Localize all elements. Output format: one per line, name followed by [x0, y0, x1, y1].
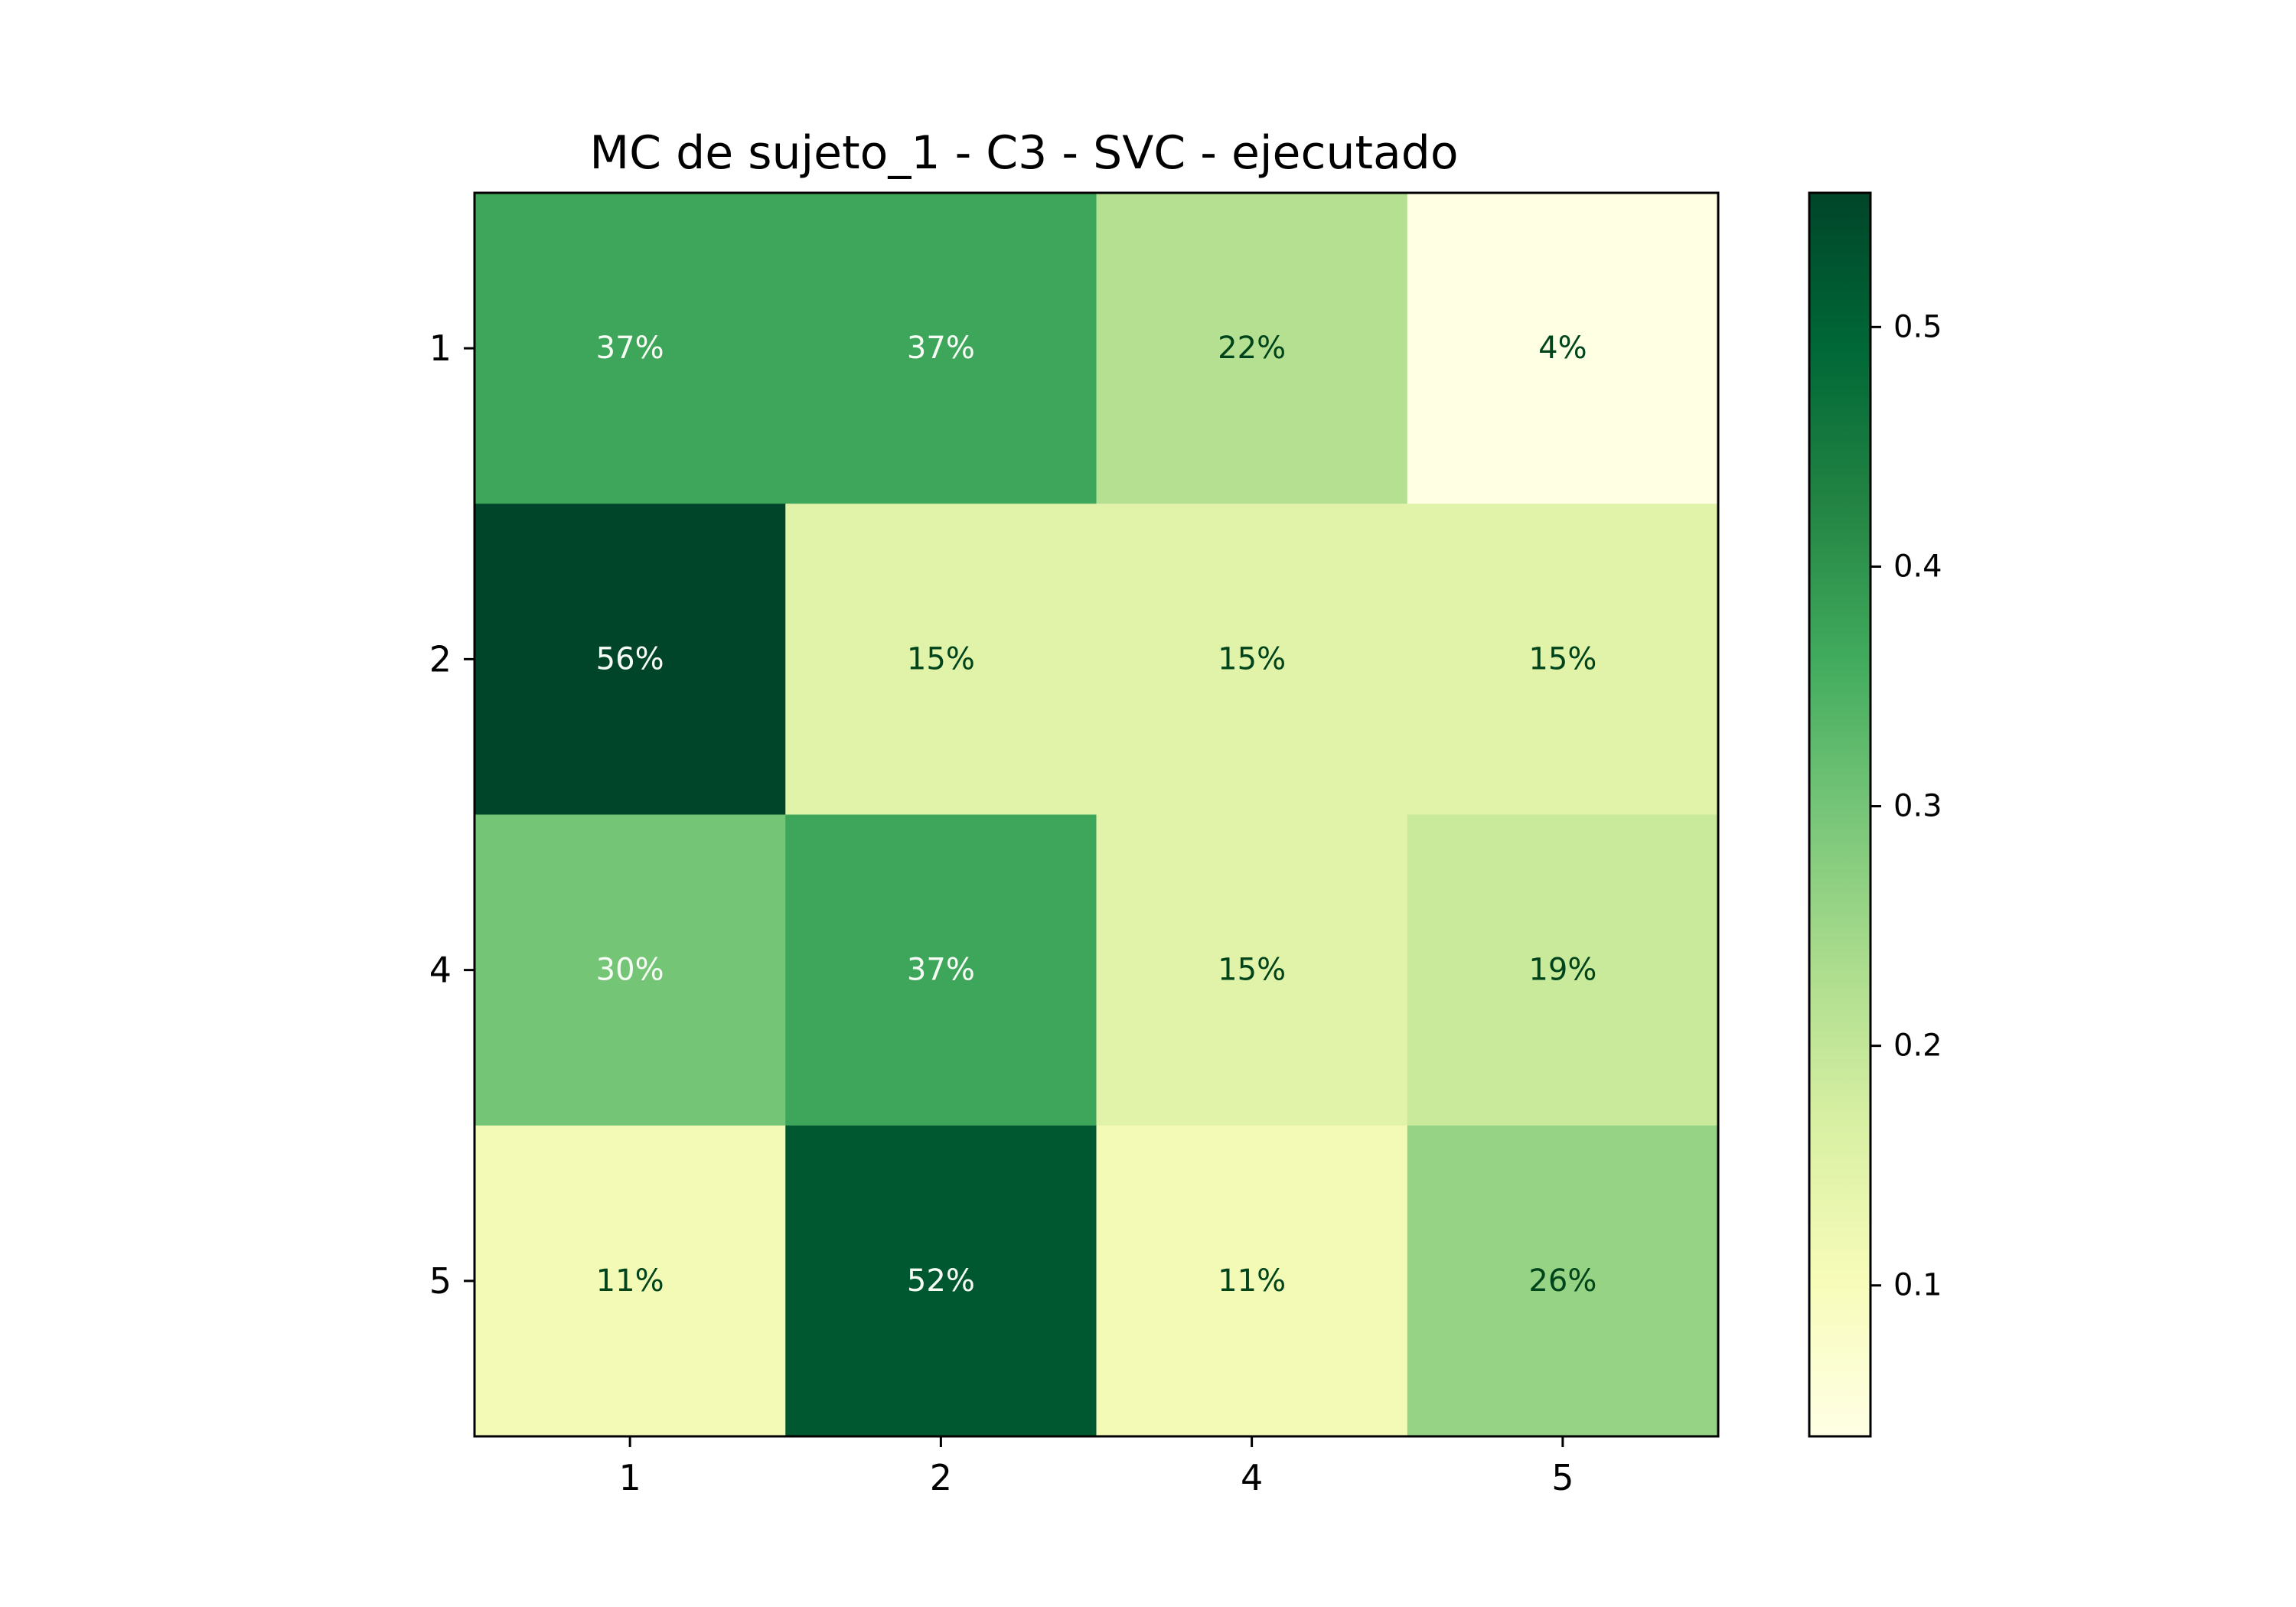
y-tick-label: 1 [429, 328, 452, 369]
y-tick-label: 2 [429, 638, 452, 680]
colorbar-tick-label: 0.2 [1893, 1028, 1942, 1064]
cell-value-label: 15% [1528, 641, 1596, 676]
x-tick-label: 5 [1551, 1457, 1574, 1498]
heatmap-cell [785, 1125, 1097, 1437]
x-tick-label: 4 [1241, 1457, 1263, 1498]
heatmap-cell-labels: 37% 37% 22% 4% 56% 15% 15% 15% 30% 37% 15% 19% 11% 52… [596, 331, 1597, 1299]
heatmap-cell [475, 1125, 786, 1437]
cell-value-label: 4% [1538, 331, 1587, 366]
chart-title: MC de sujeto_1 - C3 - SVC - ejecutado [589, 126, 1458, 180]
x-axis: 1 2 4 5 [618, 1436, 1574, 1498]
colorbar-tick-label: 0.1 [1893, 1268, 1942, 1303]
heatmap-cell [1407, 1125, 1719, 1437]
cell-value-label: 37% [907, 953, 975, 988]
heatmap-cell [1096, 1125, 1408, 1437]
heatmap-cell [785, 193, 1097, 504]
cell-value-label: 19% [1528, 953, 1596, 988]
heatmap-cell [785, 504, 1097, 815]
cell-value-label: 15% [1218, 953, 1286, 988]
cell-value-label: 15% [907, 641, 975, 676]
heatmap-cell [475, 814, 786, 1126]
cell-value-label: 11% [1218, 1263, 1286, 1299]
heatmap-cell [1096, 193, 1408, 504]
heatmap-cell [475, 193, 786, 504]
heatmap-cell [1407, 504, 1719, 815]
colorbar-tick-label: 0.4 [1893, 549, 1942, 584]
x-tick-label: 2 [930, 1457, 952, 1498]
cell-value-label: 52% [907, 1263, 975, 1299]
heatmap-cell [475, 504, 786, 815]
heatmap-cell [1096, 504, 1408, 815]
heatmap-cell [1096, 814, 1408, 1126]
plot-frame [473, 191, 1720, 1438]
colorbar: 0.1 0.2 0.3 0.4 0.5 [1808, 191, 1942, 1438]
y-tick-label: 5 [429, 1260, 452, 1302]
cell-value-label: 30% [596, 953, 664, 988]
y-tick-label: 4 [429, 950, 452, 991]
colorbar-gradient [1808, 191, 1872, 1438]
cell-value-label: 15% [1218, 641, 1286, 676]
heatmap-cell [1407, 814, 1719, 1126]
heatmap-cell [1407, 193, 1719, 504]
colorbar-tick-label: 0.3 [1893, 789, 1942, 824]
cell-value-label: 37% [596, 331, 664, 366]
heatmap-cells [475, 193, 1719, 1437]
cell-value-label: 11% [596, 1263, 664, 1299]
heatmap-cell [785, 814, 1097, 1126]
y-axis: 1 2 4 5 [429, 328, 475, 1302]
cell-value-label: 56% [596, 641, 664, 676]
cell-value-label: 22% [1218, 331, 1286, 366]
colorbar-tick-label: 0.5 [1893, 309, 1942, 344]
cell-value-label: 37% [907, 331, 975, 366]
cell-value-label: 26% [1528, 1263, 1596, 1299]
x-tick-label: 1 [618, 1457, 641, 1498]
